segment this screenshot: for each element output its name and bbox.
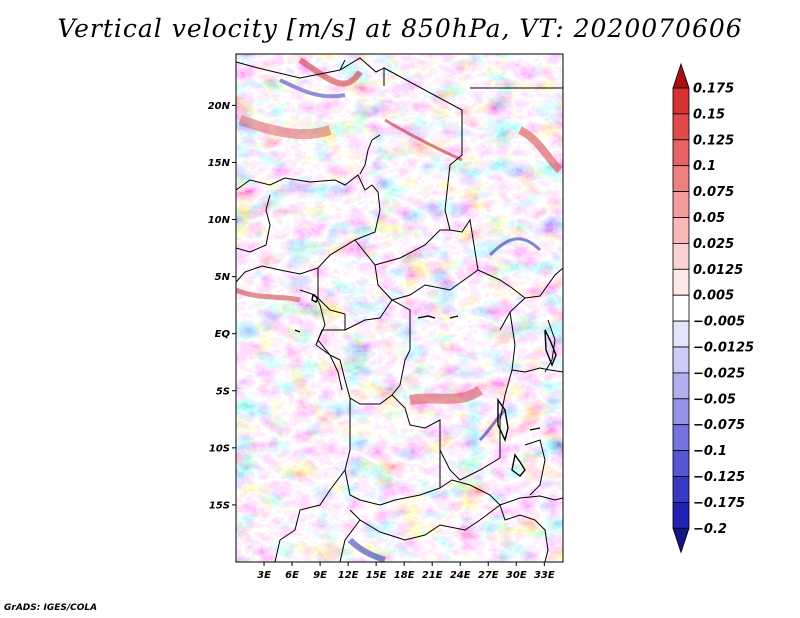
lon-tick-label: 33E xyxy=(534,570,555,581)
lat-tick-label: 15S xyxy=(209,500,230,511)
atlantic-coastline xyxy=(299,289,343,391)
colorbar-swatch xyxy=(672,320,690,348)
lon-tick-label: 27E xyxy=(478,570,499,581)
lon-tick-label: 24E xyxy=(450,570,471,581)
colorbar-label: 0.0125 xyxy=(693,263,743,278)
lon-tick-label: 15E xyxy=(366,570,387,581)
colorbar-swatch xyxy=(672,191,690,218)
colorbar: 0.175 0.15 0.125 0.1 0.075 0.05 0.025 0.0125 0.0… xyxy=(672,62,754,554)
colorbar-label: −0.05 xyxy=(693,392,736,407)
colorbar-swatch xyxy=(672,424,690,452)
colorbar-label: 0.125 xyxy=(693,133,734,148)
lon-tick-label: 9E xyxy=(313,570,327,581)
colorbar-swatch xyxy=(672,242,690,270)
colorbar-swatch xyxy=(672,501,690,529)
colorbar-swatch xyxy=(672,217,690,244)
colorbar-label: −0.175 xyxy=(693,496,745,511)
colorbar-swatch xyxy=(672,165,690,192)
colorbar-label: 0.075 xyxy=(693,185,734,200)
lat-tick-label: 20N xyxy=(208,101,231,112)
longitude-axis: 3E 6E 9E 12E 15E 18E 21E 24E 27E 30E 33E xyxy=(257,562,555,581)
colorbar-swatch xyxy=(672,346,690,374)
lon-tick-label: 3E xyxy=(257,570,271,581)
colorbar-swatch xyxy=(672,294,690,322)
map-border xyxy=(235,53,564,563)
colorbar-label: −0.075 xyxy=(693,418,745,433)
colorbar-label: 0.1 xyxy=(693,159,716,174)
lat-tick-label: 15N xyxy=(208,158,231,169)
lat-tick-label: 5N xyxy=(215,272,231,283)
lon-tick-label: 30E xyxy=(506,570,527,581)
colorbar-swatch xyxy=(672,139,690,167)
colorbar-label: 0.15 xyxy=(693,107,725,122)
colorbar-swatch xyxy=(672,372,690,400)
lon-tick-label: 18E xyxy=(394,570,415,581)
colorbar-label: −0.2 xyxy=(693,522,727,537)
colorbar-label: −0.1 xyxy=(693,444,727,459)
colorbar-label: −0.125 xyxy=(693,470,745,485)
lat-tick-label: EQ xyxy=(215,329,231,340)
country-boundaries xyxy=(236,57,563,562)
colorbar-swatch xyxy=(672,450,690,477)
latitude-axis: 20N 15N 10N 5N EQ 5S 10S 15S xyxy=(208,101,236,511)
colorbar-label: 0.005 xyxy=(693,289,734,304)
vertical-velocity-field xyxy=(236,54,563,562)
colorbar-swatch xyxy=(672,87,690,115)
colorbar-top-arrow xyxy=(672,62,690,89)
lat-tick-label: 10S xyxy=(209,443,230,454)
map-title: Vertical velocity [m/s] at 850hPa, VT: 2… xyxy=(57,14,743,43)
colorbar-label: −0.0125 xyxy=(693,341,754,356)
colorbar-label: 0.025 xyxy=(693,237,734,252)
map-panel xyxy=(236,54,563,562)
grads-credit: GrADS: IGES/COLA xyxy=(4,603,98,613)
lat-tick-label: 5S xyxy=(216,386,230,397)
colorbar-swatch xyxy=(672,476,690,503)
colorbar-swatch xyxy=(672,268,690,296)
colorbar-label: 0.05 xyxy=(693,211,725,226)
lon-tick-label: 12E xyxy=(338,570,359,581)
colorbar-bottom-arrow xyxy=(672,527,690,554)
colorbar-label: −0.025 xyxy=(693,366,745,381)
colorbar-swatch xyxy=(672,398,690,426)
colorbar-swatch xyxy=(672,113,690,141)
colorbar-label: −0.005 xyxy=(693,315,745,330)
lat-tick-label: 10N xyxy=(208,215,231,226)
lon-tick-label: 6E xyxy=(285,570,299,581)
lon-tick-label: 21E xyxy=(422,570,443,581)
lake-outlines xyxy=(294,293,557,477)
colorbar-label: 0.175 xyxy=(693,82,734,97)
field-features xyxy=(236,57,563,562)
